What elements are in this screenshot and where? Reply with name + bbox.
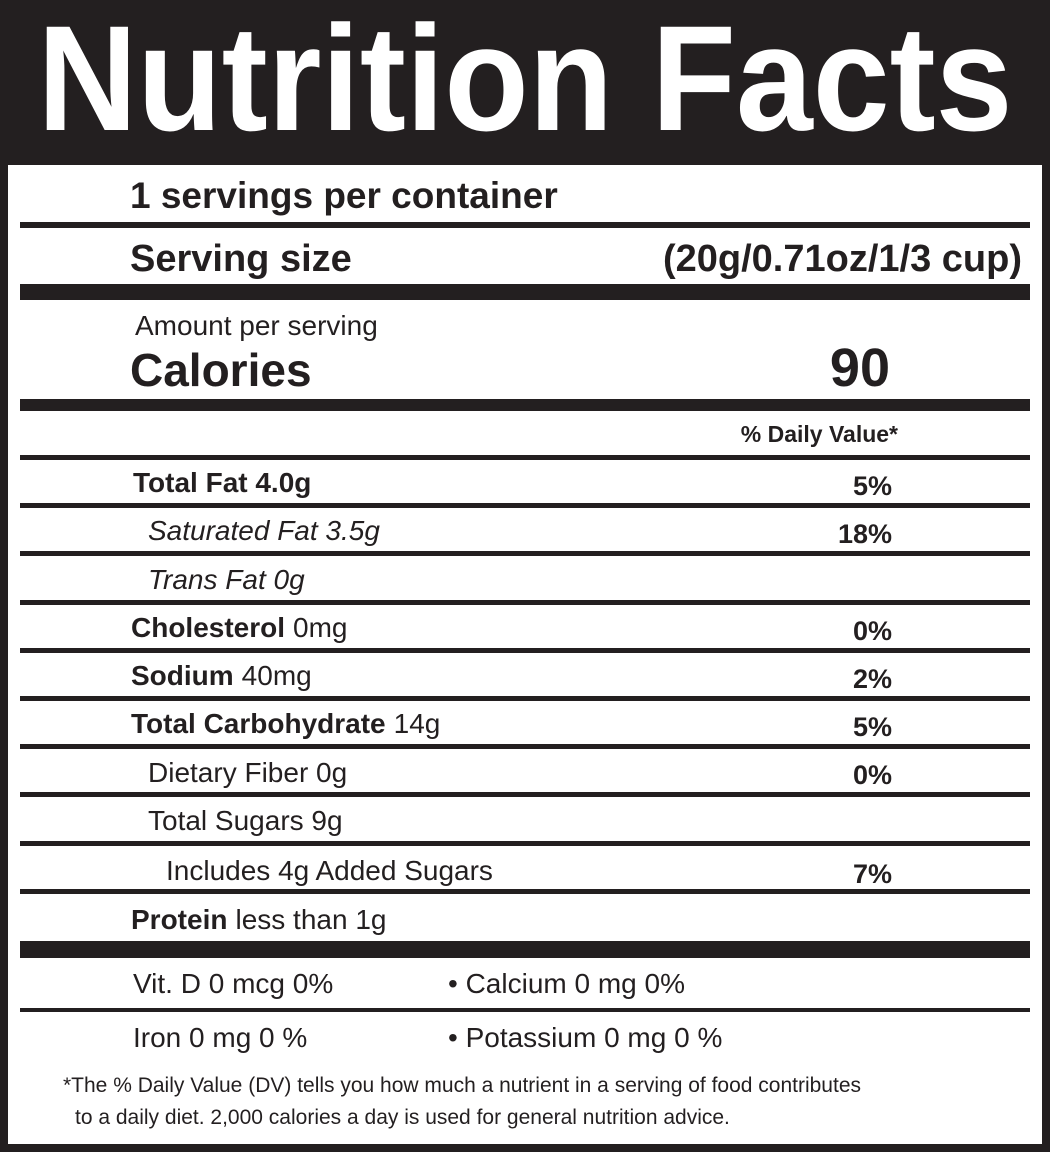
nutrient: Dietary Fiber 0g bbox=[148, 757, 347, 788]
nutrient-amount: 14g bbox=[394, 708, 441, 739]
nutrient: Total Sugars 9g bbox=[148, 805, 343, 836]
rule bbox=[20, 222, 1030, 228]
footnote: *The % Daily Value (DV) tells you how mu… bbox=[63, 1074, 861, 1097]
mineral: • Calcium 0 mg 0% bbox=[448, 968, 685, 999]
daily-value: 18% bbox=[838, 519, 892, 549]
daily-value-header: % Daily Value* bbox=[741, 421, 898, 447]
nutrient-name: Sodium bbox=[131, 660, 234, 691]
rule bbox=[20, 399, 1030, 411]
nutrient-name: Cholesterol bbox=[131, 612, 285, 643]
rule bbox=[20, 284, 1030, 300]
nutrient: Trans Fat 0g bbox=[148, 564, 305, 595]
nutrient-amount: less than 1g bbox=[235, 904, 386, 935]
label-body bbox=[8, 165, 1042, 1144]
calories-value: 90 bbox=[830, 338, 890, 398]
mineral: • Potassium 0 mg 0 % bbox=[448, 1022, 722, 1053]
nutrient: Total Carbohydrate 14g bbox=[131, 708, 440, 739]
nutrient: Protein less than 1g bbox=[131, 904, 386, 935]
rule bbox=[20, 841, 1030, 846]
daily-value: 5% bbox=[853, 471, 892, 501]
rule bbox=[20, 696, 1030, 701]
daily-value: 0% bbox=[853, 760, 892, 790]
title: Nutrition Facts bbox=[38, 0, 1013, 162]
rule bbox=[20, 600, 1030, 605]
rule bbox=[20, 648, 1030, 653]
serving-size-value: (20g/0.71oz/1/3 cup) bbox=[663, 238, 1022, 280]
nutrient: Saturated Fat 3.5g bbox=[148, 515, 380, 546]
rule bbox=[20, 744, 1030, 749]
nutrient: Cholesterol 0mg bbox=[131, 612, 348, 643]
mineral: Iron 0 mg 0 % bbox=[133, 1022, 307, 1053]
rule bbox=[20, 889, 1030, 894]
nutrient-name: Protein bbox=[131, 904, 227, 935]
rule bbox=[20, 1008, 1030, 1012]
servings: 1 servings per container bbox=[130, 175, 558, 216]
nutrient: Sodium 40mg bbox=[131, 660, 312, 691]
rule bbox=[20, 941, 1030, 958]
rule bbox=[20, 792, 1030, 797]
daily-value: 2% bbox=[853, 664, 892, 694]
nutrient: Includes 4g Added Sugars bbox=[166, 855, 493, 886]
nutrient-amount: 40mg bbox=[242, 660, 312, 691]
daily-value: 0% bbox=[853, 616, 892, 646]
footnote: to a daily diet. 2,000 calories a day is… bbox=[75, 1106, 730, 1129]
serving-size-label: Serving size bbox=[130, 238, 352, 280]
nutrient: Total Fat 4.0g bbox=[133, 467, 311, 498]
mineral: Vit. D 0 mcg 0% bbox=[133, 968, 333, 999]
rule bbox=[20, 455, 1030, 460]
rule bbox=[20, 503, 1030, 508]
daily-value: 7% bbox=[853, 859, 892, 889]
calories-label: Calories bbox=[130, 344, 312, 396]
amount-per-serving: Amount per serving bbox=[135, 310, 378, 341]
daily-value: 5% bbox=[853, 712, 892, 742]
rule bbox=[20, 551, 1030, 556]
nutrient-amount: 0mg bbox=[293, 612, 347, 643]
nutrient-name: Total Carbohydrate bbox=[131, 708, 386, 739]
